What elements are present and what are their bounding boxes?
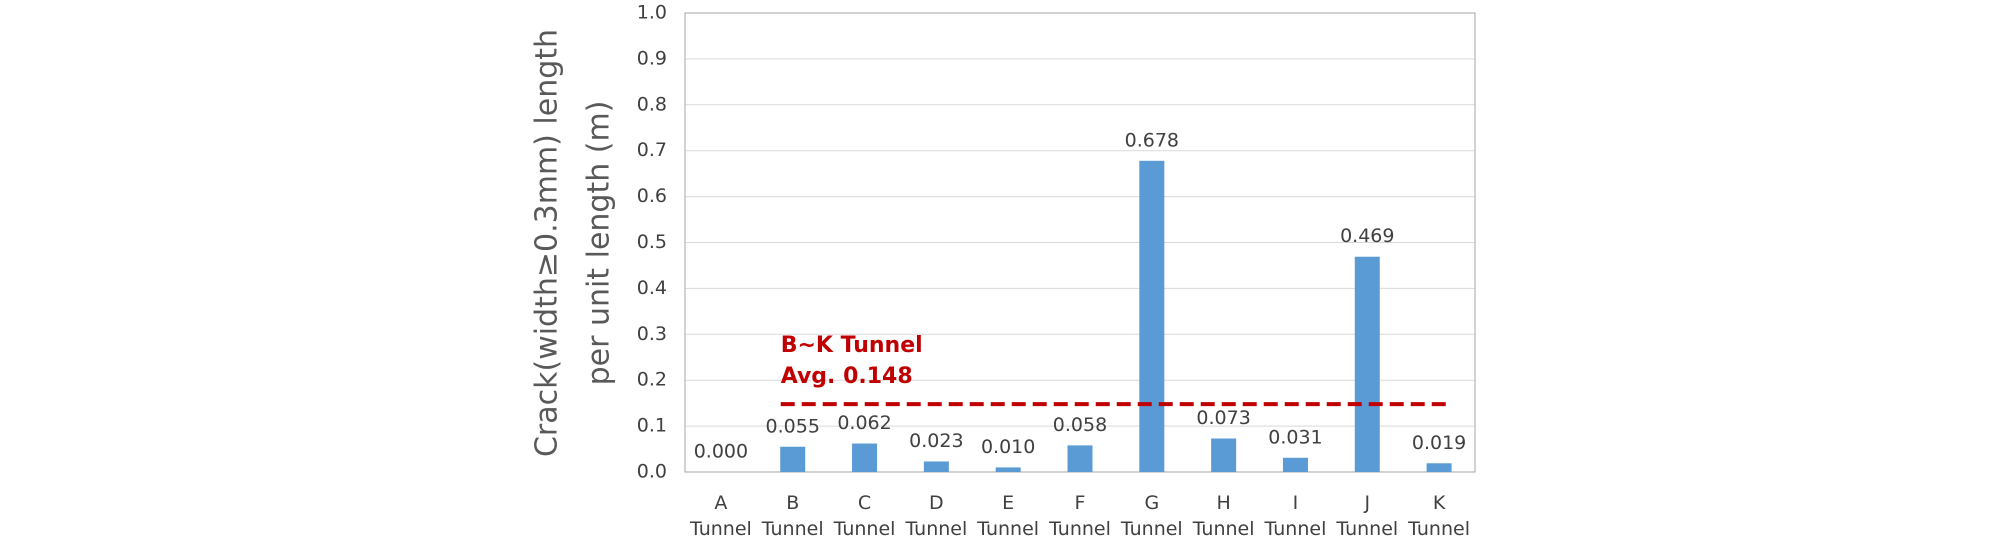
bar: [1067, 445, 1093, 472]
x-tick-label: C Tunnel: [833, 492, 896, 540]
data-label: 0.000: [694, 441, 748, 463]
y-tick-label: 1.0: [637, 2, 667, 24]
y-tick-label: 0.9: [637, 47, 667, 69]
y-tick-label: 0.2: [637, 369, 667, 391]
x-tick-label: E Tunnel: [977, 492, 1040, 540]
y-tick-label: 0.7: [637, 139, 667, 161]
x-tick-label: I Tunnel: [1264, 492, 1327, 540]
data-label: 0.031: [1268, 426, 1322, 448]
x-tick-label: G Tunnel: [1120, 492, 1183, 540]
y-tick-label: 0.8: [637, 93, 667, 115]
x-tick-label: J Tunnel: [1336, 492, 1399, 540]
bar: [923, 461, 949, 472]
bar: [852, 443, 878, 472]
x-tick-label: D Tunnel: [905, 492, 968, 540]
y-tick-label: 0.1: [637, 415, 667, 437]
y-tick-label: 0.5: [637, 231, 667, 253]
data-label: 0.055: [766, 415, 820, 437]
y-tick-label: 0.6: [637, 185, 667, 207]
bar: [1282, 457, 1308, 472]
bar: [1354, 256, 1380, 472]
bar: [780, 446, 806, 472]
x-tick-label: H Tunnel: [1192, 492, 1255, 540]
x-tick-label: A Tunnel: [689, 492, 752, 540]
y-axis-title: Crack(width≥0.3mm) length: [530, 29, 565, 457]
x-tick-label: B Tunnel: [761, 492, 824, 540]
bar: [1139, 160, 1165, 472]
data-label: 0.469: [1340, 225, 1394, 247]
data-label: 0.019: [1412, 432, 1466, 454]
y-tick-label: 0.4: [637, 277, 667, 299]
data-label: 0.062: [837, 412, 891, 434]
data-label: 0.058: [1053, 414, 1107, 436]
data-label: 0.023: [909, 430, 963, 452]
average-text: Avg. 0.148: [781, 364, 913, 389]
bar: [995, 467, 1021, 472]
bar: [1211, 438, 1237, 472]
data-label: 0.678: [1125, 129, 1179, 151]
bar: [1426, 463, 1452, 472]
x-tick-label: F Tunnel: [1049, 492, 1111, 540]
y-axis-title: per unit length (m): [582, 101, 617, 386]
y-tick-label: 0.0: [637, 461, 667, 483]
data-label: 0.010: [981, 436, 1035, 458]
average-title: B~K Tunnel: [781, 333, 923, 358]
x-tick-label: K Tunnel: [1408, 492, 1470, 540]
y-tick-label: 0.3: [637, 323, 667, 345]
data-label: 0.073: [1196, 407, 1250, 429]
